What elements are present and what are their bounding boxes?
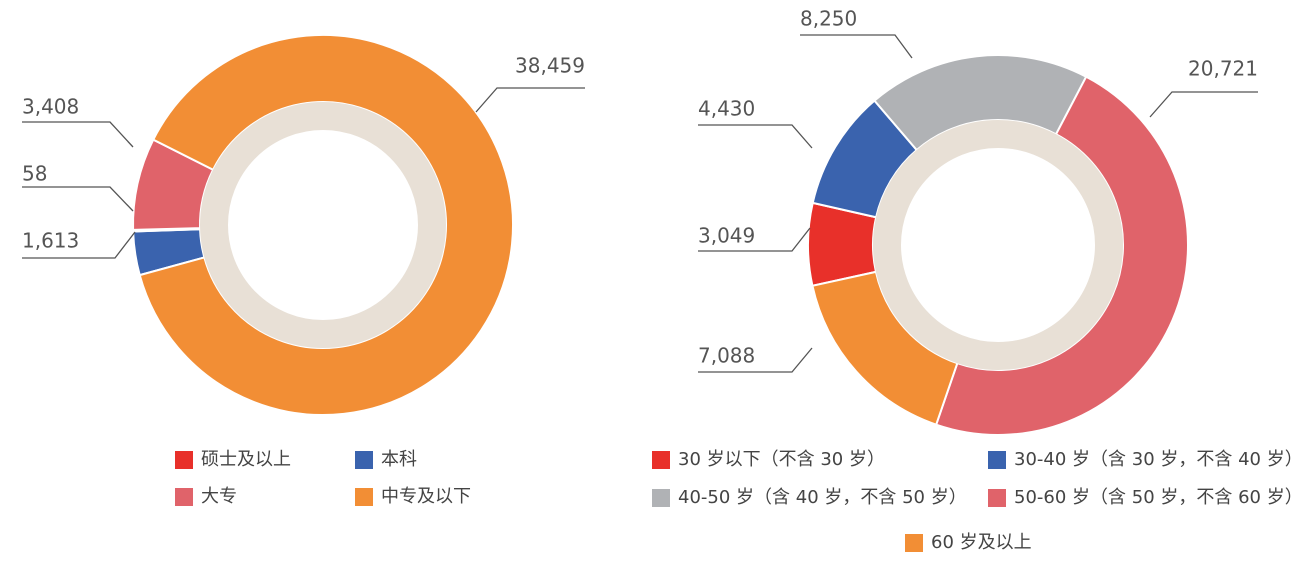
legend-swatch <box>905 534 923 552</box>
value-label: 3,408 <box>22 95 79 119</box>
legend-label: 60 岁及以上 <box>931 532 1032 553</box>
value-label: 1,613 <box>22 229 79 253</box>
legend-label: 硕士及以上 <box>201 449 291 470</box>
leader-line <box>698 227 811 252</box>
leader-line <box>22 186 134 212</box>
legend-swatch <box>652 489 670 507</box>
value-label: 4,430 <box>698 97 755 121</box>
legend-label: 40-50 岁（含 40 岁，不含 50 岁） <box>678 487 967 508</box>
legend-label: 本科 <box>381 449 417 470</box>
legend-swatch <box>652 451 670 469</box>
inner-ring <box>200 102 446 348</box>
leader-line <box>475 87 585 113</box>
leader-line <box>698 347 813 373</box>
legend-label: 50-60 岁（含 50 岁，不含 60 岁） <box>1014 487 1299 508</box>
value-label: 38,459 <box>515 54 585 78</box>
value-label: 58 <box>22 162 47 186</box>
legend-label: 大专 <box>201 486 237 507</box>
value-label: 3,049 <box>698 224 755 248</box>
value-label: 7,088 <box>698 344 755 368</box>
legend-label: 30-40 岁（含 30 岁，不含 40 岁） <box>1014 449 1299 470</box>
leader-line <box>22 121 134 148</box>
legend-swatch <box>355 451 373 469</box>
inner-ring <box>873 120 1123 370</box>
value-label: 8,250 <box>800 7 857 31</box>
leader-line <box>1149 91 1258 118</box>
legend-swatch <box>355 488 373 506</box>
leader-line <box>800 34 913 59</box>
legend-swatch <box>175 451 193 469</box>
legend-swatch <box>988 451 1006 469</box>
legend-label: 30 岁以下（不含 30 岁） <box>678 449 885 470</box>
value-label: 20,721 <box>1188 57 1258 81</box>
leader-line <box>22 231 136 259</box>
leader-line <box>698 124 813 149</box>
legend-swatch <box>175 488 193 506</box>
legend-label: 中专及以下 <box>381 486 471 507</box>
legend-swatch <box>988 489 1006 507</box>
